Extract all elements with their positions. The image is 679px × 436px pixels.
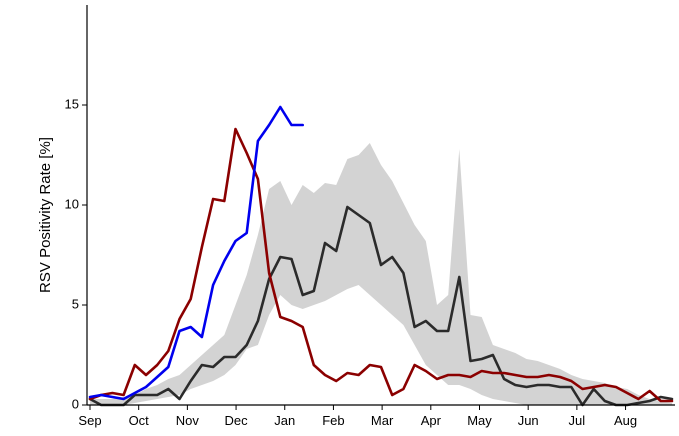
y-tick-label: 0 bbox=[72, 396, 79, 411]
series-line-3 bbox=[88, 105, 305, 401]
y-tick-label: 10 bbox=[65, 196, 79, 211]
x-tick-label: Sep bbox=[78, 413, 101, 428]
y-tick-label: 5 bbox=[72, 296, 79, 311]
series-layer bbox=[88, 105, 674, 407]
range-band-layer bbox=[90, 143, 672, 405]
x-tick-label: Aug bbox=[614, 413, 637, 428]
x-tick-label: Jul bbox=[569, 413, 586, 428]
ticks-layer: 0 5 10 15 Sep Oct Nov Dec Jan Feb Mar Apr May Jun Jul A… bbox=[65, 96, 638, 428]
series-line-1 bbox=[88, 205, 674, 407]
x-tick-label: Jun bbox=[518, 413, 539, 428]
x-tick-label: Apr bbox=[421, 413, 442, 428]
x-tick-label: Oct bbox=[129, 413, 150, 428]
x-tick-label: Feb bbox=[322, 413, 344, 428]
y-axis-label: RSV Positivity Rate [%] bbox=[37, 137, 54, 293]
series-line-2 bbox=[88, 127, 674, 403]
x-tick-label: Jan bbox=[274, 413, 295, 428]
range-band bbox=[90, 143, 672, 405]
x-tick-label: May bbox=[467, 413, 492, 428]
x-tick-label: Nov bbox=[176, 413, 200, 428]
x-tick-label: Dec bbox=[224, 413, 248, 428]
y-tick-label: 15 bbox=[65, 96, 79, 111]
x-tick-label: Mar bbox=[371, 413, 394, 428]
